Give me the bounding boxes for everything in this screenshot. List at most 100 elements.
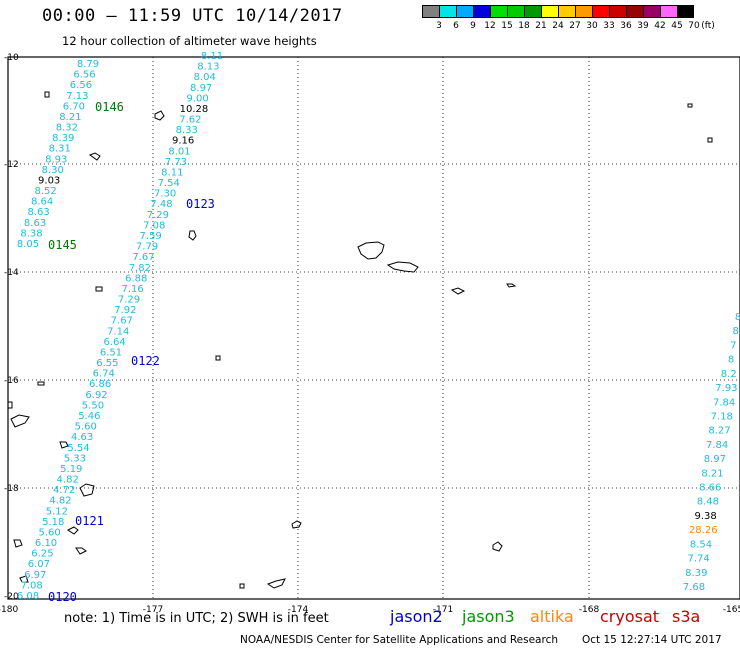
axis-labels: -180 -177 -174 -171 -168 -165 -10 -12 -1… (0, 53, 740, 615)
note-text: note: 1) Time is in UTC; 2) SWH is in fe… (64, 611, 329, 626)
swh-value: 8.27 (708, 426, 730, 437)
swh-value: 7.29 (147, 210, 169, 221)
y-tick-label: -18 (4, 484, 19, 494)
swh-value: 8.64 (31, 197, 53, 208)
color-scale-label: 3 (436, 21, 442, 31)
swh-value: 8.2 (721, 369, 737, 380)
swh-value: 6.86 (89, 379, 111, 390)
swh-value: 5.50 (82, 400, 104, 411)
pass-label: 0121 (75, 514, 104, 528)
swh-value: 10.28 (180, 104, 209, 115)
swh-value: 5.46 (78, 411, 100, 422)
swh-value: 7.30 (154, 189, 176, 200)
color-swatch (592, 5, 609, 18)
swh-value: 5.12 (46, 506, 68, 517)
swh-value: 8 (728, 355, 734, 366)
swh-value: 28.26 (689, 525, 718, 536)
color-swatch (558, 5, 575, 18)
swh-value: 7.08 (20, 580, 42, 591)
x-tick-label: -168 (579, 605, 600, 615)
pass-label: 0122 (131, 354, 160, 368)
legend-altika: altika (530, 607, 574, 626)
swh-value: 4.82 (57, 475, 79, 486)
swh-value: 6.56 (73, 70, 95, 81)
swh-value: 7.59 (140, 231, 162, 242)
swh-value: 8.48 (697, 497, 719, 508)
swh-value: 8.21 (701, 468, 723, 479)
swh-value: 8.97 (704, 454, 726, 465)
swh-value: 8.31 (49, 144, 71, 155)
swh-value: 7.68 (683, 582, 705, 593)
color-scale-unit: (ft) (701, 21, 715, 31)
swh-value: 6.56 (70, 80, 92, 91)
swh-value: 8.66 (699, 483, 721, 494)
y-tick-label: -14 (4, 268, 19, 278)
swh-value: 8.52 (35, 186, 57, 197)
y-tick-label: -20 (4, 592, 19, 602)
swh-value: 5.18 (42, 517, 64, 528)
pass-label: 0145 (48, 238, 77, 252)
swh-value: 5.19 (60, 464, 82, 475)
swh-value: 8.32 (56, 123, 78, 134)
color-scale-label: 42 (654, 21, 666, 31)
swh-value: 8.97 (190, 83, 212, 94)
swh-value: 5.54 (67, 443, 89, 454)
swh-value: 4.82 (49, 496, 71, 507)
swh-value: 8.01 (168, 146, 190, 157)
pass-label: 0123 (186, 197, 215, 211)
legend-jason2: jason2 (390, 607, 443, 626)
color-scale-label: 9 (470, 21, 476, 31)
color-scale-label: 33 (603, 21, 615, 31)
color-swatch (456, 5, 473, 18)
swh-value: 8.11 (161, 167, 183, 178)
swh-value: 6.55 (96, 358, 118, 369)
x-tick-label: -165 (723, 605, 740, 615)
color-scale-label: 30 (586, 21, 598, 31)
swh-value: 7.82 (129, 263, 151, 274)
color-swatch (473, 5, 490, 18)
footer-timestamp: Oct 15 12:27:14 UTC 2017 (582, 634, 722, 646)
swh-value: 8.04 (194, 72, 216, 83)
page-title: 00:00 – 11:59 UTC 10/14/2017 (42, 6, 343, 26)
footer-credit: NOAA/NESDIS Center for Satellite Applica… (240, 634, 558, 646)
color-scale (422, 5, 694, 18)
swh-value: 6.64 (103, 337, 125, 348)
swh-value: 9.00 (186, 93, 208, 104)
swh-value: 8.11 (201, 51, 223, 62)
swh-value: 4.63 (71, 432, 93, 443)
color-swatch (609, 5, 626, 18)
color-swatch (660, 5, 677, 18)
swh-value: 7.54 (158, 178, 180, 189)
swh-value: 6.07 (28, 559, 50, 570)
color-swatch (541, 5, 558, 18)
y-tick-label: -16 (4, 376, 19, 386)
legend-cryosat: cryosat (600, 607, 660, 626)
color-scale-label: 27 (569, 21, 581, 31)
swh-value: 6.70 (63, 101, 85, 112)
pass-label: 0120 (48, 590, 77, 604)
y-tick-label: -10 (4, 53, 19, 63)
swh-value: 6.92 (85, 390, 107, 401)
swh-value: 8.39 (52, 133, 74, 144)
swh-value: 7.18 (711, 411, 733, 422)
color-swatch (626, 5, 643, 18)
x-tick-label: -174 (288, 605, 309, 615)
color-scale-label: 6 (453, 21, 459, 31)
swh-value: 6.51 (100, 347, 122, 358)
x-tick-label: -171 (433, 605, 453, 615)
swh-value: 9.38 (694, 511, 716, 522)
swh-value: 7.13 (66, 91, 88, 102)
pass-label: 0146 (95, 100, 124, 114)
swh-value: 8.93 (45, 154, 67, 165)
swh-value: 4.72 (53, 485, 75, 496)
x-tick-label: -177 (143, 605, 163, 615)
swh-value: 8 (735, 312, 740, 323)
color-scale-label: 36 (620, 21, 632, 31)
legend-s3a: s3a (672, 607, 701, 626)
color-scale-label: 39 (637, 21, 649, 31)
swh-value: 9.03 (38, 175, 60, 186)
color-swatch (507, 5, 524, 18)
swh-value: 5.60 (75, 422, 97, 433)
swh-value: 7.92 (114, 305, 136, 316)
